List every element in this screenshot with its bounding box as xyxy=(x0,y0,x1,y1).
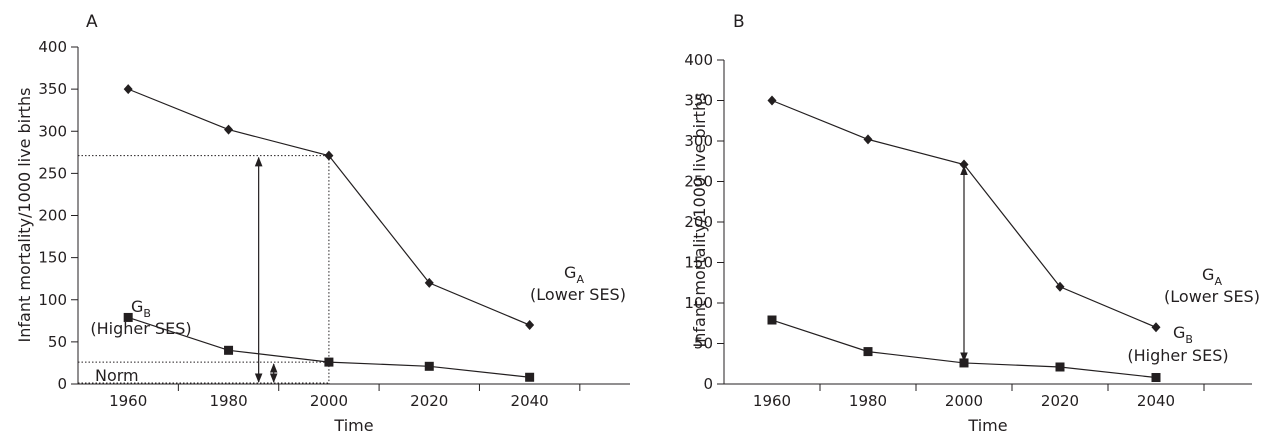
panel-a-ga-subscript: A xyxy=(576,273,584,286)
panel-a-ytick-label: 400 xyxy=(38,38,67,56)
panel-a-ga-desc: (Lower SES) xyxy=(530,285,626,304)
panel-a-series xyxy=(123,84,535,382)
panel-b-ytick-label: 0 xyxy=(703,375,713,393)
panel-b: B Infant mortality/1000 live births Time… xyxy=(684,12,1260,435)
svg-text:GA: GA xyxy=(1202,265,1222,288)
panel-b-axes: 0 50 100 150 200 250 300 350 400 1960 1980 2000 2020… xyxy=(684,51,1252,410)
panel-a-xtick-label: 2000 xyxy=(310,392,348,410)
panel-a-ylabel: Infant mortality/1000 live births xyxy=(15,88,34,343)
panel-a-series-1-point xyxy=(224,345,234,355)
panel-a-series-0-point xyxy=(324,150,334,161)
svg-text:GB: GB xyxy=(131,297,151,320)
panel-a-xtick-label: 2020 xyxy=(410,392,448,410)
panel-b-label: B xyxy=(733,12,745,32)
panel-b-gb-subscript: B xyxy=(1185,333,1193,346)
panel-b-gb-label: GB (Higher SES) xyxy=(1127,323,1228,365)
panel-b-series-1-point xyxy=(959,358,969,368)
panel-a-ytick-label: 350 xyxy=(38,80,67,98)
panel-a-series-0-point xyxy=(123,84,133,95)
panel-b-ylabel: Infant mortality/1000 live births xyxy=(690,93,709,348)
panel-a: A Infant mortality/1000 live births Time… xyxy=(15,12,630,435)
panel-a-ytick-label: 50 xyxy=(48,333,67,351)
panel-b-series-0-point xyxy=(863,134,873,145)
panel-a-xlabel: Time xyxy=(333,416,373,435)
panel-b-ytick-label: 200 xyxy=(684,213,713,231)
panel-b-ytick-label: 250 xyxy=(684,173,713,191)
panel-b-xtick-label: 1980 xyxy=(849,392,887,410)
panel-b-ytick-label: 50 xyxy=(694,335,713,353)
panel-b-xtick-label: 2040 xyxy=(1137,392,1175,410)
panel-a-series-1-point xyxy=(525,372,535,382)
panel-b-ytick-label: 150 xyxy=(684,254,713,272)
panel-a-ga-letter: G xyxy=(564,263,576,282)
svg-text:GB: GB xyxy=(1173,323,1193,346)
panel-a-ytick-label: 300 xyxy=(38,122,67,140)
panel-b-ytick-label: 300 xyxy=(684,132,713,150)
panel-a-ytick-label: 150 xyxy=(38,249,67,267)
panel-b-series-1-point xyxy=(863,347,873,357)
panel-a-axes: 0 50 100 150 200 250 300 350 400 1960 1980 2000 2020… xyxy=(38,38,630,410)
panel-a-series-1-point xyxy=(123,312,133,322)
panel-b-xlabel: Time xyxy=(967,416,1007,435)
panel-a-series-0-point xyxy=(224,124,234,135)
panel-b-series-0-point xyxy=(1151,322,1161,333)
panel-a-ga-label: GA (Lower SES) xyxy=(530,263,626,304)
panel-b-gb-letter: G xyxy=(1173,323,1185,342)
panel-b-ytick-label: 400 xyxy=(684,51,713,69)
panel-a-ytick-label: 250 xyxy=(38,164,67,182)
panel-a-xtick-label: 2040 xyxy=(511,392,549,410)
panel-a-xtick-label: 1980 xyxy=(209,392,247,410)
panel-a-xtick-label: 1960 xyxy=(109,392,147,410)
panel-b-series-0-point xyxy=(959,159,969,170)
panel-a-gb-subscript: B xyxy=(143,307,151,320)
panel-b-xtick-label: 2020 xyxy=(1041,392,1079,410)
panel-a-series-1-point xyxy=(324,357,334,367)
panel-b-ytick-label: 100 xyxy=(684,294,713,312)
panel-b-xtick-label: 2000 xyxy=(945,392,983,410)
panel-b-ga-letter: G xyxy=(1202,265,1214,284)
panel-b-gb-desc: (Higher SES) xyxy=(1127,346,1228,365)
panel-b-ga-label: GA (Lower SES) xyxy=(1164,265,1260,306)
panel-b-ytick-label: 350 xyxy=(684,92,713,110)
panel-a-gb-label: GB (Higher SES) xyxy=(90,297,191,338)
svg-text:GA: GA xyxy=(564,263,584,286)
panel-a-series-0-point xyxy=(424,277,434,288)
panel-b-series xyxy=(767,95,1161,383)
panel-a-gb-letter: G xyxy=(131,297,143,316)
panel-a-norm-label: Norm xyxy=(95,366,139,385)
panel-a-gb-desc: (Higher SES) xyxy=(90,319,191,338)
panel-a-series-0-point xyxy=(525,320,535,331)
panel-a-annotations: Norm xyxy=(78,155,330,385)
panel-b-series-1-point xyxy=(767,315,777,325)
panel-b-ga-subscript: A xyxy=(1214,275,1222,288)
panel-a-ytick-label: 0 xyxy=(57,375,67,393)
panel-a-ytick-label: 200 xyxy=(38,207,67,225)
panel-b-ga-desc: (Lower SES) xyxy=(1164,287,1260,306)
panel-b-series-0-point xyxy=(1055,281,1065,292)
panel-a-label: A xyxy=(86,12,98,32)
panel-b-series-1-point xyxy=(1055,362,1065,372)
panel-a-ytick-label: 100 xyxy=(38,291,67,309)
panel-b-series-1-point xyxy=(1151,373,1161,383)
panel-a-series-1-point xyxy=(424,361,434,371)
panel-b-xtick-label: 1960 xyxy=(753,392,791,410)
panel-b-series-0-point xyxy=(767,95,777,106)
